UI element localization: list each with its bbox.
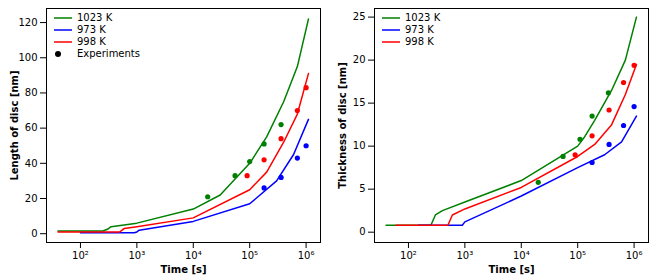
svg-text:10³: 10³ [457, 250, 474, 261]
svg-text:Length of disc [nm]: Length of disc [nm] [9, 70, 20, 180]
svg-text:80: 80 [25, 87, 38, 98]
svg-text:5: 5 [359, 183, 365, 194]
html-text:1023 K: 1023 K [77, 12, 113, 23]
svg-text:0: 0 [359, 226, 365, 237]
svg-text:10⁵: 10⁵ [569, 250, 586, 261]
svg-text:0: 0 [31, 228, 37, 239]
svg-text:Time [s]: Time [s] [160, 264, 206, 275]
html-text:998 K: 998 K [405, 36, 434, 47]
svg-text:10²: 10² [72, 250, 89, 261]
svg-text:25: 25 [353, 11, 366, 22]
svg-text:10³: 10³ [129, 250, 146, 261]
svg-text:10⁵: 10⁵ [241, 250, 258, 261]
svg-text:10⁴: 10⁴ [513, 250, 530, 261]
html-text:998 K: 998 K [77, 36, 106, 47]
svg-text:100: 100 [18, 52, 37, 63]
svg-text:10⁶: 10⁶ [298, 250, 315, 261]
svg-text:20: 20 [25, 193, 38, 204]
html-text:973 K: 973 K [77, 24, 106, 35]
svg-text:40: 40 [25, 158, 38, 169]
html-text:1023 K: 1023 K [405, 12, 441, 23]
svg-text:60: 60 [25, 122, 38, 133]
html-text:973 K: 973 K [405, 24, 434, 35]
svg-text:10⁴: 10⁴ [185, 250, 202, 261]
svg-text:10²: 10² [400, 250, 417, 261]
svg-text:Time [s]: Time [s] [488, 264, 534, 275]
svg-text:Thickness of disc [nm]: Thickness of disc [nm] [337, 62, 348, 189]
svg-text:10⁶: 10⁶ [626, 250, 643, 261]
svg-text:15: 15 [353, 97, 366, 108]
svg-text:20: 20 [353, 54, 366, 65]
svg-text:10: 10 [353, 140, 366, 151]
html-text:Experiments: Experiments [77, 48, 140, 59]
svg-text:120: 120 [18, 17, 37, 28]
